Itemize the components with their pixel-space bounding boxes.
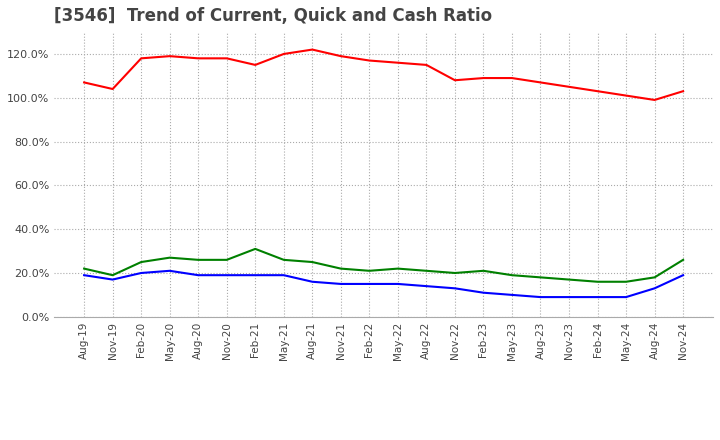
Cash Ratio	[679, 272, 688, 278]
Current Ratio	[108, 86, 117, 92]
Line: Cash Ratio: Cash Ratio	[84, 271, 683, 297]
Current Ratio	[479, 75, 487, 81]
Current Ratio	[622, 93, 631, 98]
Quick Ratio	[194, 257, 202, 263]
Current Ratio	[564, 84, 573, 89]
Text: [3546]  Trend of Current, Quick and Cash Ratio: [3546] Trend of Current, Quick and Cash …	[54, 7, 492, 25]
Quick Ratio	[679, 257, 688, 263]
Current Ratio	[536, 80, 545, 85]
Quick Ratio	[536, 275, 545, 280]
Quick Ratio	[593, 279, 602, 284]
Cash Ratio	[308, 279, 317, 284]
Cash Ratio	[650, 286, 659, 291]
Current Ratio	[365, 58, 374, 63]
Quick Ratio	[394, 266, 402, 271]
Quick Ratio	[108, 272, 117, 278]
Cash Ratio	[622, 294, 631, 300]
Cash Ratio	[394, 281, 402, 286]
Cash Ratio	[564, 294, 573, 300]
Cash Ratio	[508, 292, 516, 297]
Current Ratio	[679, 88, 688, 94]
Quick Ratio	[137, 260, 145, 265]
Quick Ratio	[564, 277, 573, 282]
Current Ratio	[137, 56, 145, 61]
Quick Ratio	[336, 266, 345, 271]
Current Ratio	[593, 88, 602, 94]
Line: Quick Ratio: Quick Ratio	[84, 249, 683, 282]
Quick Ratio	[508, 272, 516, 278]
Current Ratio	[336, 54, 345, 59]
Quick Ratio	[622, 279, 631, 284]
Current Ratio	[80, 80, 89, 85]
Quick Ratio	[251, 246, 260, 252]
Cash Ratio	[365, 281, 374, 286]
Current Ratio	[451, 77, 459, 83]
Quick Ratio	[308, 260, 317, 265]
Cash Ratio	[536, 294, 545, 300]
Quick Ratio	[650, 275, 659, 280]
Current Ratio	[394, 60, 402, 66]
Cash Ratio	[194, 272, 202, 278]
Cash Ratio	[222, 272, 231, 278]
Quick Ratio	[279, 257, 288, 263]
Quick Ratio	[365, 268, 374, 273]
Quick Ratio	[80, 266, 89, 271]
Quick Ratio	[479, 268, 487, 273]
Cash Ratio	[593, 294, 602, 300]
Current Ratio	[222, 56, 231, 61]
Quick Ratio	[422, 268, 431, 273]
Cash Ratio	[279, 272, 288, 278]
Current Ratio	[508, 75, 516, 81]
Current Ratio	[251, 62, 260, 68]
Cash Ratio	[251, 272, 260, 278]
Quick Ratio	[222, 257, 231, 263]
Cash Ratio	[336, 281, 345, 286]
Cash Ratio	[422, 283, 431, 289]
Current Ratio	[279, 51, 288, 57]
Cash Ratio	[166, 268, 174, 273]
Cash Ratio	[137, 270, 145, 275]
Line: Current Ratio: Current Ratio	[84, 50, 683, 100]
Cash Ratio	[80, 272, 89, 278]
Quick Ratio	[451, 270, 459, 275]
Current Ratio	[308, 47, 317, 52]
Cash Ratio	[451, 286, 459, 291]
Cash Ratio	[479, 290, 487, 295]
Current Ratio	[650, 97, 659, 103]
Quick Ratio	[166, 255, 174, 260]
Current Ratio	[422, 62, 431, 68]
Current Ratio	[166, 54, 174, 59]
Current Ratio	[194, 56, 202, 61]
Cash Ratio	[108, 277, 117, 282]
